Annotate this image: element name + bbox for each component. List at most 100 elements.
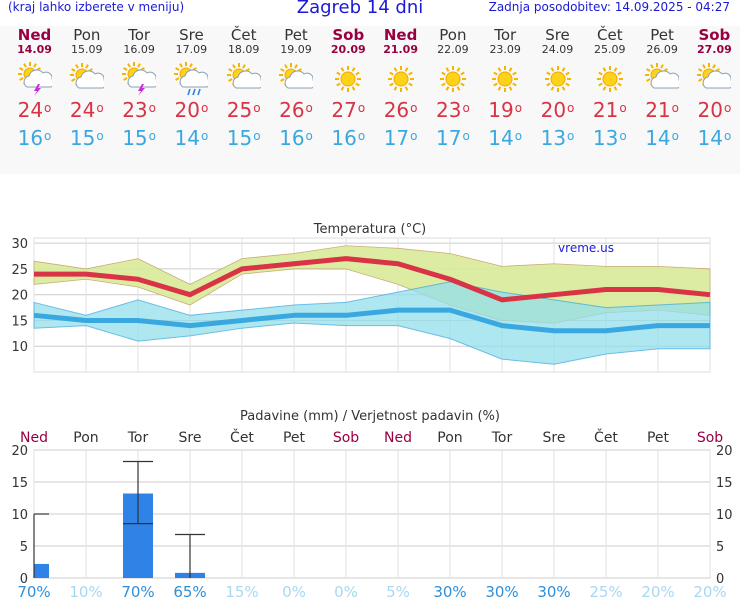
degree-symbol: o	[200, 129, 209, 143]
precipitation-day-label: Sre	[179, 430, 202, 446]
max-temperature: 27o	[331, 98, 366, 122]
day-column: Ned 21.09 26o 17o	[375, 26, 427, 150]
last-updated: Zadnja posodobitev: 14.09.2025 - 04:27	[488, 0, 730, 14]
degree-symbol: o	[96, 129, 104, 143]
max-temperature: 20o	[174, 98, 209, 122]
degree-symbol: o	[514, 101, 523, 115]
day-date: 21.09	[383, 43, 418, 56]
precipitation-y-tick-left: 0	[20, 572, 28, 587]
precipitation-day-label: Pet	[647, 430, 670, 446]
day-date: 23.09	[489, 43, 521, 56]
min-temperature-line	[33, 307, 710, 334]
max-temperature: 20o	[540, 98, 575, 122]
temperature-y-tick: 25	[11, 263, 28, 278]
degree-symbol: o	[357, 129, 366, 143]
max-temperature: 21o	[592, 98, 627, 122]
day-date: 19.09	[280, 43, 312, 56]
day-column: Sob 20.09 27o 16o	[322, 26, 374, 150]
day-column: Sob 27.09 20o 14o	[688, 26, 740, 150]
sun-cloud-icon	[218, 62, 270, 98]
max-temperature: 26o	[279, 98, 313, 122]
precipitation-day-label: Pon	[437, 430, 462, 446]
min-temperature: 16o	[279, 126, 313, 150]
sun-icon	[427, 62, 479, 98]
day-column: Sre 24.09 20o 13o	[532, 26, 584, 150]
day-name: Ned	[383, 26, 418, 44]
sun-icon	[584, 62, 636, 98]
precipitation-probability: 70%	[121, 583, 154, 600]
day-column: Čet 18.09 25o 15o	[218, 26, 270, 150]
degree-symbol: o	[619, 129, 627, 143]
precipitation-probability: 0%	[282, 583, 306, 600]
precipitation-probability: 0%	[334, 583, 358, 600]
degree-symbol: o	[148, 129, 156, 143]
day-column: Pet 19.09 26o 16o	[270, 26, 322, 150]
precipitation-y-tick-left: 10	[11, 508, 28, 523]
degree-symbol: o	[148, 101, 156, 115]
degree-symbol: o	[44, 129, 52, 143]
max-temperature: 20o	[697, 98, 732, 122]
max-temperature: 23o	[435, 98, 470, 122]
min-temperature: 15o	[122, 126, 156, 150]
day-column: Ned 14.09 24o 16o	[9, 26, 61, 150]
day-column: Tor 23.09 19o 14o	[479, 26, 531, 150]
degree-symbol: o	[357, 101, 366, 115]
precipitation-day-label: Tor	[491, 430, 513, 446]
day-column: Sre 17.09 20o 14o	[165, 26, 217, 150]
degree-symbol: o	[44, 101, 52, 115]
day-name: Sre	[545, 26, 570, 44]
max-temperature: 23o	[122, 98, 156, 122]
temperature-chart-title: Temperatura (°C)	[313, 222, 426, 237]
sun-cloud-icon	[61, 62, 113, 98]
precipitation-probability: 20%	[641, 583, 674, 600]
precipitation-y-tick-left: 15	[11, 476, 28, 491]
precipitation-y-tick-right: 0	[716, 572, 724, 587]
min-temperature: 14o	[488, 126, 523, 150]
degree-symbol: o	[96, 101, 104, 115]
day-date: 16.09	[123, 43, 155, 56]
precipitation-day-label: Ned	[384, 430, 412, 446]
rain-sun-icon	[165, 62, 217, 98]
min-temperature-band	[33, 281, 711, 365]
degree-symbol: o	[253, 101, 261, 115]
temperature-y-tick: 15	[11, 314, 28, 329]
day-column: Pon 22.09 23o 17o	[427, 26, 479, 150]
day-name: Sob	[332, 26, 365, 44]
degree-symbol: o	[723, 129, 732, 143]
degree-symbol: o	[514, 129, 523, 143]
precipitation-day-label: Sob	[333, 430, 359, 446]
sun-icon	[532, 62, 584, 98]
precipitation-day-label: Pon	[73, 430, 98, 446]
day-name: Tor	[128, 26, 151, 44]
degree-symbol: o	[305, 129, 313, 143]
precipitation-day-label: Ned	[20, 430, 48, 446]
min-temperature: 16o	[331, 126, 366, 150]
degree-symbol: o	[671, 129, 679, 143]
day-name: Tor	[494, 26, 517, 44]
max-temperature: 24o	[69, 98, 104, 122]
precipitation-y-tick-right: 10	[716, 508, 733, 523]
degree-symbol: o	[723, 101, 732, 115]
page-title: Zagreb 14 dni	[296, 0, 424, 18]
precipitation-probability: 30%	[537, 583, 570, 600]
precipitation-day-label: Čet	[594, 428, 618, 446]
day-column: Tor 16.09 23o 15o	[113, 26, 165, 150]
watermark: vreme.us	[558, 241, 614, 255]
day-date: 25.09	[594, 43, 626, 56]
max-temperature: 25o	[226, 98, 261, 122]
degree-symbol: o	[410, 101, 418, 115]
precipitation-bar	[34, 563, 49, 578]
day-name: Sre	[179, 26, 204, 44]
degree-symbol: o	[462, 101, 470, 115]
degree-symbol: o	[253, 129, 261, 143]
min-temperature: 16o	[17, 126, 52, 150]
precipitation-y-tick-right: 20	[716, 444, 733, 459]
degree-symbol: o	[671, 101, 679, 115]
degree-symbol: o	[567, 101, 575, 115]
min-temperature: 14o	[697, 126, 732, 150]
sun-cloud-icon	[270, 62, 322, 98]
max-temperature: 26o	[383, 98, 418, 122]
location-hint[interactable]: (kraj lahko izberete v meniju)	[8, 0, 185, 14]
min-temperature: 14o	[174, 126, 209, 150]
